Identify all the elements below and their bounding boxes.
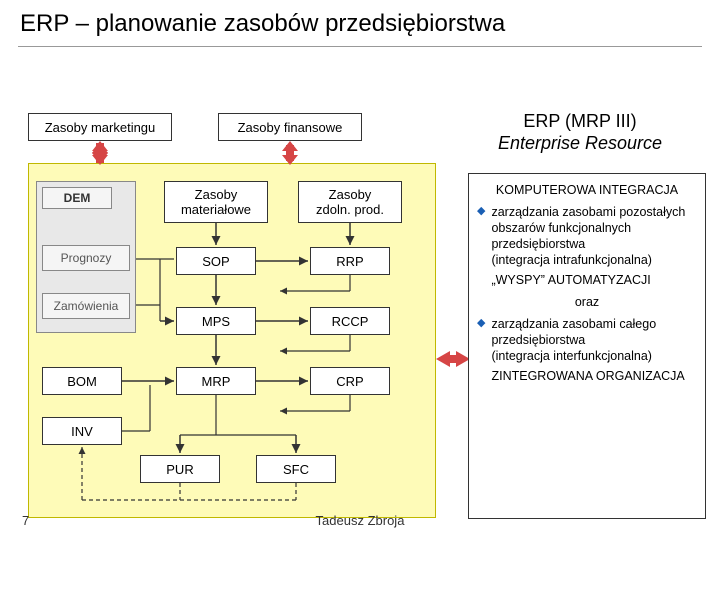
panel-heading: KOMPUTEROWA INTEGRACJA	[477, 182, 697, 198]
dem-label: DEM	[42, 187, 112, 209]
bom-box: BOM	[42, 367, 122, 395]
rccp-box: RCCP	[310, 307, 390, 335]
bullet-icon: ◆	[477, 316, 485, 384]
b1b: (integracja intrafunkcjonalna)	[491, 252, 697, 268]
b2a: zarządzania zasobami całego przedsiębior…	[491, 316, 697, 348]
right-info-panel: KOMPUTEROWA INTEGRACJA ◆ zarządzania zas…	[468, 173, 706, 519]
oraz-label: oraz	[477, 294, 697, 310]
financial-resources-box: Zasoby finansowe	[218, 113, 362, 141]
b2b: (integracja interfunkcjonalna)	[491, 348, 697, 364]
capacity-resources-header: Zasoby zdoln. prod.	[298, 181, 402, 223]
bullet-icon: ◆	[477, 204, 485, 288]
material-resources-header: Zasoby materiałowe	[164, 181, 268, 223]
pur-box: PUR	[140, 455, 220, 483]
mrp-box: MRP	[176, 367, 256, 395]
footer-author: Tadeusz Zbroja	[0, 513, 720, 528]
mps-box: MPS	[176, 307, 256, 335]
sfc-box: SFC	[256, 455, 336, 483]
erp-title: ERP (MRP III) Enterprise Resource	[470, 111, 690, 154]
sop-box: SOP	[176, 247, 256, 275]
marketing-resources-box: Zasoby marketingu	[28, 113, 172, 141]
erp-title-2: Enterprise Resource	[470, 133, 690, 155]
slide-title: ERP – planowanie zasobów przedsiębiorstw…	[0, 0, 720, 46]
b1c: „WYSPY” AUTOMATYZACJI	[491, 272, 697, 288]
crp-box: CRP	[310, 367, 390, 395]
inv-box: INV	[42, 417, 122, 445]
title-divider	[18, 46, 702, 47]
prognozy-label: Prognozy	[42, 245, 130, 271]
b2c: ZINTEGROWANA ORGANIZACJA	[491, 368, 697, 384]
zamowienia-label: Zamówienia	[42, 293, 130, 319]
rrp-box: RRP	[310, 247, 390, 275]
b1a: zarządzania zasobami pozostałych obszaró…	[491, 204, 697, 252]
erp-title-1: ERP (MRP III)	[470, 111, 690, 133]
